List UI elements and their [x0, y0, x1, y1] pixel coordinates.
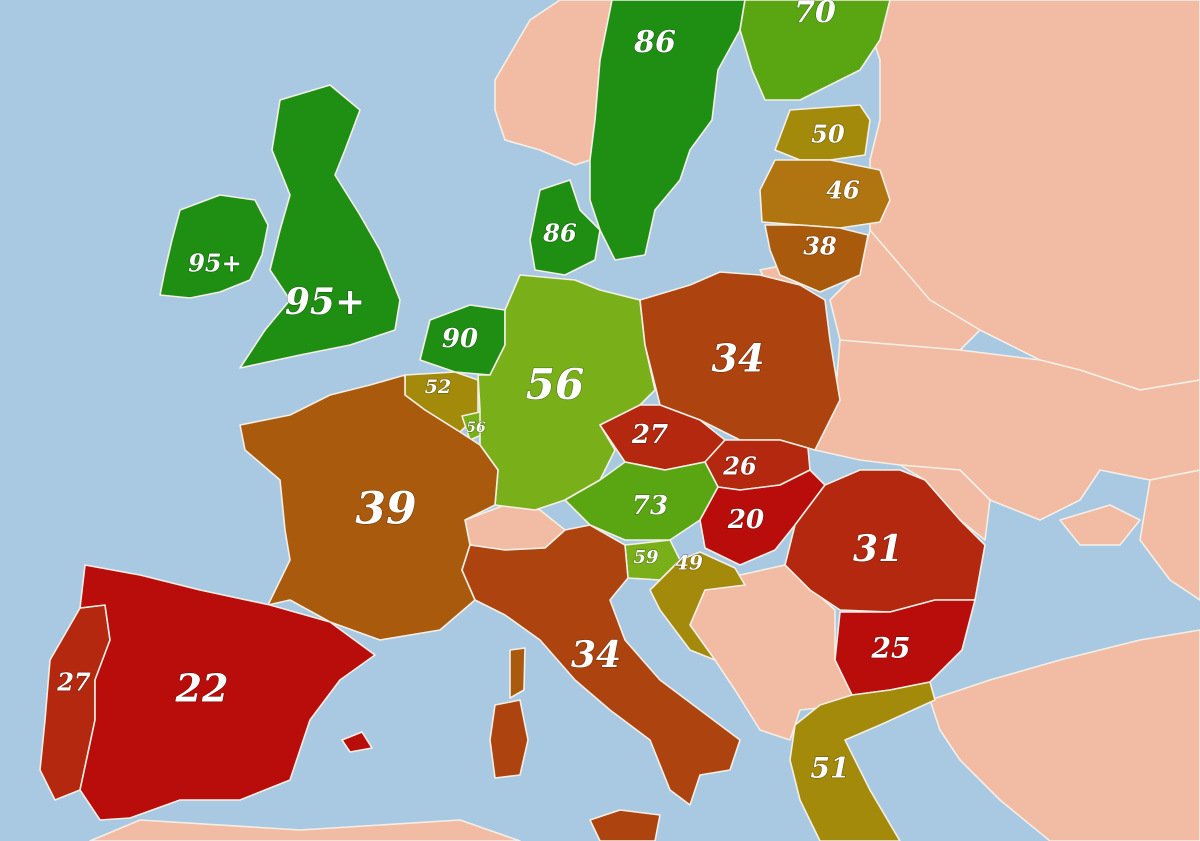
label-netherlands: 90 — [442, 324, 478, 354]
region-italy[interactable] — [461, 524, 741, 806]
label-estonia: 50 — [811, 120, 845, 149]
label-portugal: 27 — [56, 668, 91, 697]
caucasus-land — [1139, 469, 1200, 601]
region-italy-sardinia — [489, 699, 529, 779]
region-uk[interactable] — [239, 84, 401, 369]
label-austria: 73 — [632, 491, 668, 521]
crimea-land — [1059, 504, 1141, 546]
label-germany: 56 — [526, 360, 584, 409]
label-ireland: 95+ — [188, 249, 242, 278]
region-estonia[interactable] — [774, 104, 871, 161]
no-data-land — [89, 0, 1200, 841]
region-denmark[interactable] — [529, 179, 601, 276]
label-belgium: 52 — [425, 376, 451, 398]
region-spain-balearic — [341, 731, 373, 753]
label-finland: 70 — [794, 0, 836, 30]
label-latvia: 46 — [826, 176, 860, 205]
region-lithuania[interactable] — [764, 224, 869, 293]
region-spain[interactable] — [79, 564, 376, 821]
region-romania[interactable] — [784, 469, 986, 613]
africa-land — [89, 819, 521, 841]
label-sweden: 86 — [633, 25, 676, 60]
label-poland: 34 — [712, 336, 765, 381]
value-labels: 95+ 95+ 86 70 86 90 52 56 56 50 46 38 34… — [56, 0, 911, 785]
label-lithuania: 38 — [803, 232, 837, 261]
label-luxembourg: 56 — [466, 420, 486, 436]
turkey-land — [929, 629, 1200, 841]
label-croatia: 49 — [675, 551, 703, 575]
region-ireland[interactable] — [159, 194, 269, 299]
region-france-corsica — [509, 647, 526, 699]
ukraine-land — [814, 339, 1200, 521]
region-greece[interactable] — [789, 681, 936, 841]
label-slovakia: 26 — [722, 452, 757, 481]
label-bulgaria: 25 — [871, 632, 911, 665]
label-czechia: 27 — [631, 420, 668, 450]
label-romania: 31 — [853, 528, 903, 570]
label-italy: 34 — [571, 634, 621, 676]
region-latvia[interactable] — [759, 159, 891, 229]
label-greece: 51 — [811, 752, 850, 785]
countries — [39, 0, 986, 841]
label-france: 39 — [355, 484, 416, 535]
region-finland[interactable] — [739, 0, 891, 101]
region-italy-sicily — [589, 809, 661, 841]
label-denmark: 86 — [542, 219, 577, 248]
label-uk: 95+ — [285, 281, 365, 323]
label-spain: 22 — [175, 666, 229, 711]
region-croatia[interactable] — [649, 551, 746, 661]
region-sweden[interactable] — [589, 0, 746, 261]
label-hungary: 20 — [727, 505, 764, 535]
region-bulgaria[interactable] — [834, 599, 976, 696]
label-slovenia: 59 — [633, 547, 659, 568]
